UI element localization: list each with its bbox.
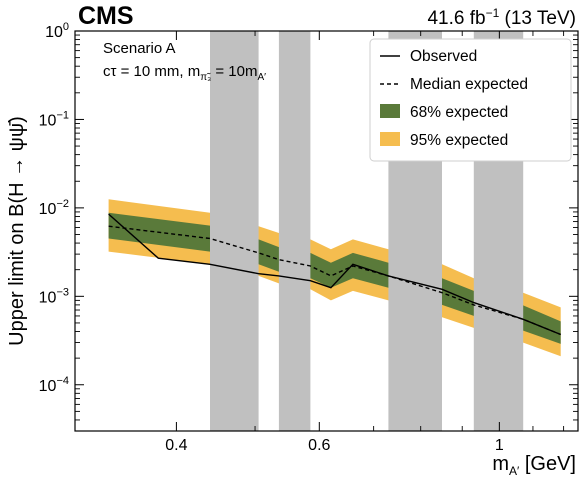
legend-band68-label: 68% expected <box>410 104 508 121</box>
x-tick-label: 0.6 <box>308 437 330 454</box>
x-tick-label: 1 <box>495 437 504 454</box>
y-tick-label: 10−2 <box>39 198 69 218</box>
y-tick-label: 10−3 <box>39 286 69 306</box>
legend-median-label: Median expected <box>410 76 528 93</box>
plot-frame <box>74 30 579 432</box>
legend-box <box>369 38 572 162</box>
ticks-layer: 100 10−1 10−2 10−3 10−4 0.4 0.6 1 <box>39 21 578 454</box>
experiment-label: CMS <box>78 2 134 30</box>
x-tick-label: 0.4 <box>165 437 187 454</box>
y-tick-label: 100 <box>45 21 69 41</box>
legend-observed-label: Observed <box>410 48 477 65</box>
veto-region-1 <box>210 31 259 431</box>
legend-band95-swatch <box>380 132 400 146</box>
x-axis-label: mA′ [GeV] <box>492 453 576 478</box>
scenario-label: Scenario A <box>103 40 176 57</box>
y-tick-label: 10−4 <box>39 375 69 395</box>
legend: Observed Median expected 68% expected 95… <box>369 38 572 162</box>
y-axis-label: Upper limit on B(H → ψψ̄) <box>6 116 28 346</box>
legend-band95-label: 95% expected <box>410 132 508 149</box>
luminosity-label: 41.6 fb−1 (13 TeV) <box>427 6 576 29</box>
legend-band68-swatch <box>380 104 400 118</box>
median-expected-line <box>108 225 561 336</box>
y-tick-label: 10−1 <box>39 109 69 129</box>
veto-region-2 <box>278 31 311 431</box>
observed-line <box>108 213 561 336</box>
parameters-label: cτ = 10 mm, mπ̃₃ = 10mA′ <box>103 63 266 83</box>
lines-layer <box>108 213 561 336</box>
